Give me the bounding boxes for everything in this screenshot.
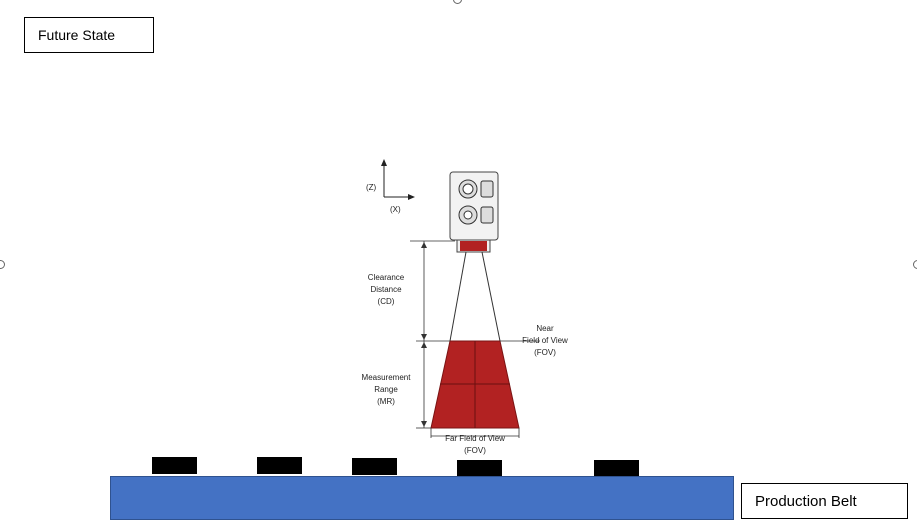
dimension-lines	[410, 240, 540, 438]
belt-item	[457, 460, 502, 477]
selection-handle-left[interactable]	[0, 260, 5, 269]
beam-lines	[449, 251, 501, 342]
clearance-line-3: (CD)	[378, 297, 395, 306]
far-fov-line-1: Far Field of View	[445, 434, 505, 443]
near-fov-line-1: Near	[536, 324, 554, 333]
near-fov-annotation: Near Field of View (FOV)	[522, 324, 568, 357]
belt-item	[257, 457, 302, 474]
selection-handle-right[interactable]	[913, 260, 917, 269]
near-fov-line-3: (FOV)	[534, 348, 556, 357]
future-state-text: Future State	[38, 27, 116, 43]
clearance-line-2: Distance	[370, 285, 402, 294]
production-belt	[110, 476, 734, 520]
production-belt-label: Production Belt	[741, 483, 908, 519]
measurement-line-3: (MR)	[377, 397, 395, 406]
production-belt-text: Production Belt	[755, 492, 857, 510]
belt-item	[594, 460, 639, 477]
future-state-label: Future State	[24, 17, 154, 53]
near-fov-line-2: Field of View	[522, 336, 568, 345]
clearance-line-1: Clearance	[368, 273, 405, 282]
clearance-annotation: Clearance Distance (CD)	[368, 273, 405, 306]
measurement-line-1: Measurement	[362, 373, 412, 382]
measurement-line-2: Range	[374, 385, 398, 394]
belt-item	[152, 457, 197, 474]
far-fov-annotation: Far Field of View (FOV)	[445, 434, 505, 455]
axis-indicator: (Z) (X)	[366, 159, 415, 214]
measurement-annotation: Measurement Range (MR)	[362, 373, 412, 406]
sensor-device	[449, 171, 499, 253]
fov-region	[430, 340, 520, 429]
far-fov-line-2: (FOV)	[464, 446, 486, 455]
belt-item	[352, 458, 397, 475]
z-axis-label: (Z)	[366, 183, 377, 192]
x-axis-label: (X)	[390, 205, 401, 214]
